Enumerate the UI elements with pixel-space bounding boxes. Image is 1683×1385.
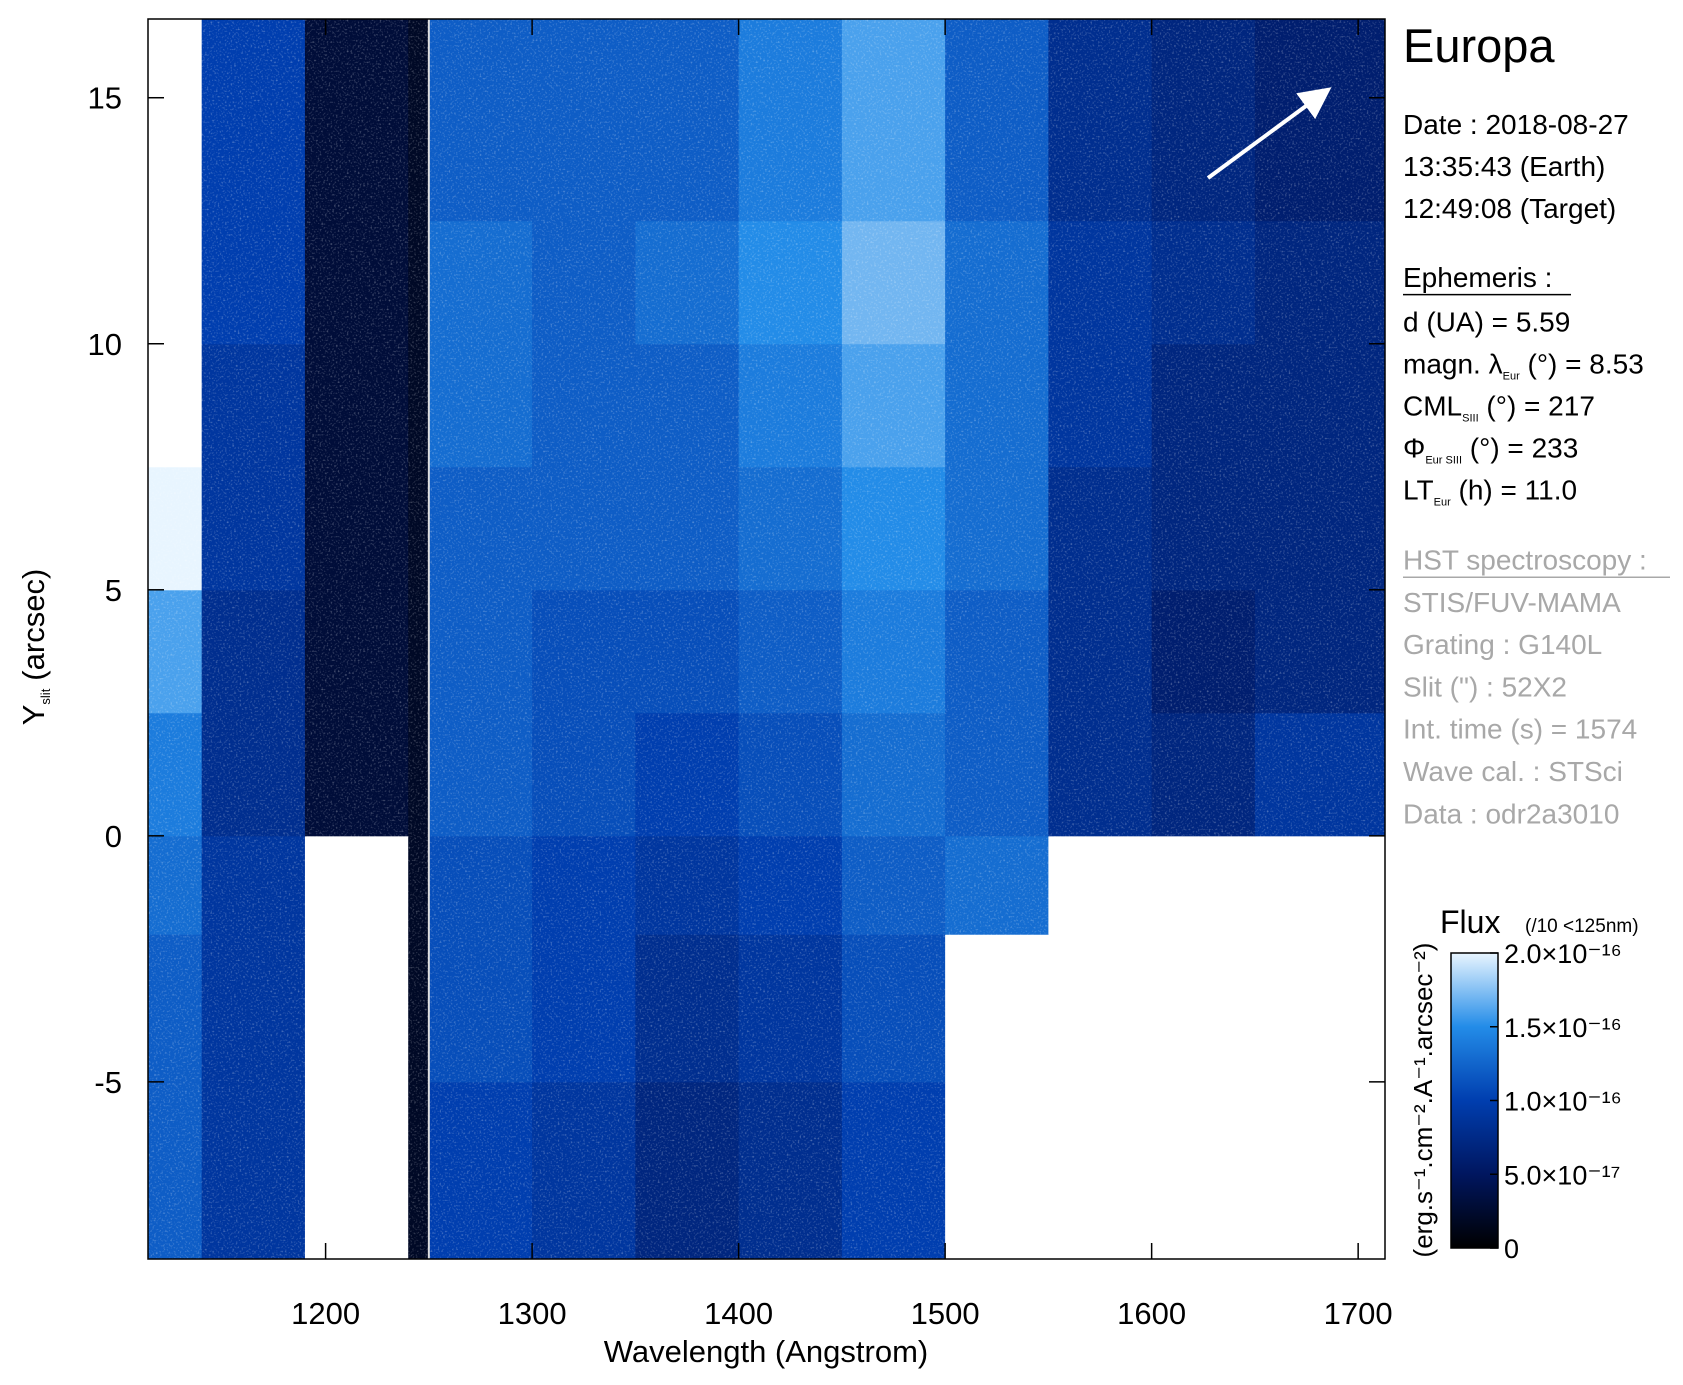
- axes: 1200 1300 1400 1500 1600 1700 -5 0 5 10 15: [88, 19, 1393, 1331]
- hst-line: Slit (") : 52X2: [1403, 671, 1567, 702]
- x-tick-label: 1700: [1324, 1296, 1393, 1331]
- colorbar-title: Flux: [1440, 904, 1500, 940]
- ephemeris-name: LT: [1403, 475, 1434, 506]
- date-line: Date : 2018-08-27: [1403, 109, 1629, 140]
- y-tick-label: 10: [88, 327, 122, 362]
- plot-frame: [147, 18, 1386, 1260]
- hst-line: Int. time (s) = 1574: [1403, 714, 1637, 745]
- hst-title: HST spectroscopy :: [1403, 545, 1647, 576]
- ephemeris-line: ΦEur SIII (°) = 233: [1403, 432, 1578, 466]
- x-tick-label: 1600: [1117, 1296, 1186, 1331]
- ephemeris-title: Ephemeris :: [1403, 262, 1552, 293]
- y-axis-label: Yslit (arcsec): [16, 569, 53, 726]
- y-tick-label: 5: [105, 573, 122, 608]
- date-line: 13:35:43 (Earth): [1403, 151, 1605, 182]
- y-tick-label: 15: [88, 81, 122, 116]
- hst-line: STIS/FUV-MAMA: [1403, 587, 1621, 618]
- ephemeris-line: LTEur (h) = 11.0: [1403, 475, 1577, 509]
- date-line: 12:49:08 (Target): [1403, 193, 1616, 224]
- ephemeris-sub: Eur SIII: [1425, 454, 1462, 466]
- colorbar: 0 5.0×10⁻¹⁷ 1.0×10⁻¹⁶ 1.5×10⁻¹⁶ 2.0×10⁻¹⁶: [1450, 939, 1622, 1264]
- ephemeris-value: = 5.59: [1484, 306, 1570, 337]
- info-panel: Date : 2018-08-27 13:35:43 (Earth) 12:49:0…: [1403, 109, 1670, 829]
- colorbar-label: (erg.s⁻¹.cm⁻².A⁻¹.arcsec⁻²): [1408, 943, 1438, 1258]
- x-tick-label: 1300: [498, 1296, 567, 1331]
- ephemeris-line: magn. λEur (°) = 8.53: [1403, 348, 1644, 382]
- colorbar-note: (/10 <125nm): [1525, 916, 1639, 937]
- ephemeris-name: magn. λ: [1403, 348, 1503, 379]
- hst-line: Wave cal. : STSci: [1403, 756, 1623, 787]
- ephemeris-sub: Eur: [1503, 370, 1520, 382]
- ephemeris-name: d (UA): [1403, 306, 1484, 337]
- x-tick-label: 1200: [291, 1296, 360, 1331]
- ephemeris-name: CML: [1403, 390, 1462, 421]
- ephemeris-value: (°) = 233: [1462, 432, 1578, 463]
- ephemeris-line: CMLSIII (°) = 217: [1403, 390, 1595, 424]
- ephemeris-value: (°) = 217: [1479, 390, 1595, 421]
- x-axis-label: Wavelength (Angstrom): [604, 1334, 928, 1369]
- texture: [148, 19, 1385, 1259]
- hst-line: Data : odr2a3010: [1403, 798, 1619, 829]
- y-label-main: Y: [16, 705, 51, 726]
- ephemeris-sub: SIII: [1462, 412, 1479, 424]
- chart-title: Europa: [1403, 19, 1555, 72]
- ephemeris-line: d (UA) = 5.59: [1403, 306, 1570, 337]
- y-label-rest: (arcsec): [16, 569, 51, 681]
- y-tick-label: -5: [94, 1065, 122, 1100]
- ephemeris-sub: Eur: [1434, 497, 1451, 509]
- x-tick-label: 1500: [911, 1296, 980, 1331]
- colorbar-tick-label: 2.0×10⁻¹⁶: [1504, 939, 1622, 969]
- colorbar-tick-label: 1.5×10⁻¹⁶: [1504, 1013, 1622, 1043]
- y-label-sub: slit: [38, 688, 53, 704]
- y-tick-label: 0: [105, 819, 122, 854]
- colorbar-tick-label: 0: [1504, 1234, 1519, 1264]
- colorbar-tick-label: 5.0×10⁻¹⁷: [1504, 1160, 1620, 1190]
- ephemeris-value: (h) = 11.0: [1451, 475, 1577, 506]
- hst-line: Grating : G140L: [1403, 629, 1602, 660]
- direction-arrow: [1206, 87, 1332, 180]
- ephemeris-value: (°) = 8.53: [1520, 348, 1644, 379]
- ephemeris-name: Φ: [1403, 432, 1425, 463]
- colorbar-tick-label: 1.0×10⁻¹⁶: [1504, 1087, 1622, 1117]
- x-tick-label: 1400: [704, 1296, 773, 1331]
